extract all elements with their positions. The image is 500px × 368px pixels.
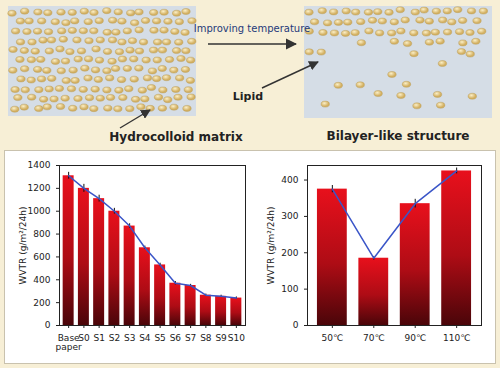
svg-text:S6: S6	[170, 333, 182, 343]
svg-text:S7: S7	[185, 333, 196, 343]
svg-text:WVTR (g/m²/24h): WVTR (g/m²/24h)	[18, 207, 28, 285]
svg-text:Improving temperature: Improving temperature	[194, 23, 310, 34]
svg-text:Bilayer-like structure: Bilayer-like structure	[327, 129, 470, 143]
svg-text:1400: 1400	[28, 160, 51, 170]
svg-text:S1: S1	[93, 333, 104, 343]
svg-text:S9: S9	[215, 333, 227, 343]
svg-text:300: 300	[281, 211, 298, 221]
svg-text:S8: S8	[200, 333, 212, 343]
svg-text:50℃: 50℃	[322, 333, 344, 343]
svg-text:110℃: 110℃	[443, 333, 470, 343]
html-text:paper: paper	[55, 341, 82, 352]
svg-text:S3: S3	[124, 333, 135, 343]
svg-text:70℃: 70℃	[363, 333, 385, 343]
svg-text:S4: S4	[139, 333, 151, 343]
svg-text:1000: 1000	[28, 206, 51, 216]
svg-text:WVTR (g/m²/24h): WVTR (g/m²/24h)	[266, 207, 276, 285]
svg-text:600: 600	[33, 252, 50, 262]
svg-text:Hydrocolloid matrix: Hydrocolloid matrix	[109, 130, 243, 144]
html-text:Base: Base	[57, 332, 80, 343]
svg-text:S5: S5	[154, 333, 165, 343]
svg-text:S2: S2	[109, 333, 120, 343]
svg-text:0: 0	[293, 320, 299, 330]
svg-text:400: 400	[33, 275, 50, 285]
svg-text:90℃: 90℃	[404, 333, 426, 343]
svg-text:200: 200	[281, 248, 298, 258]
svg-text:200: 200	[33, 298, 50, 308]
svg-text:400: 400	[281, 175, 298, 185]
svg-text:S0: S0	[78, 333, 90, 343]
svg-text:1200: 1200	[28, 183, 51, 193]
svg-text:0: 0	[45, 320, 51, 330]
svg-text:100: 100	[281, 284, 298, 294]
svg-text:S10: S10	[228, 333, 245, 343]
svg-text:Lipid: Lipid	[233, 90, 263, 103]
svg-text:800: 800	[33, 229, 50, 239]
